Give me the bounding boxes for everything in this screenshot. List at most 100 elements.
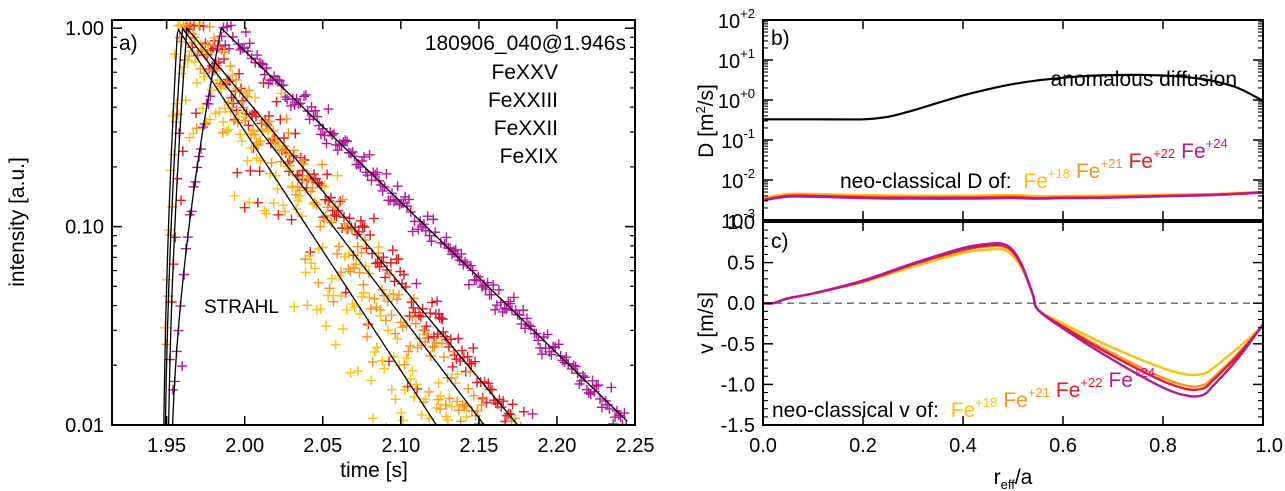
data-point-FeXXII — [476, 400, 487, 411]
panel-a-xlabel: time [s] — [340, 459, 408, 482]
data-point-FeXXV — [364, 149, 375, 160]
data-point-FeXIX — [341, 304, 352, 315]
data-point-FeXXV — [244, 38, 255, 49]
legend-entry-FeXXIII: FeXXIII — [488, 89, 558, 112]
data-point-FeXXIII — [413, 310, 424, 321]
data-point-FeXXIII — [468, 343, 479, 354]
data-point-FeXXV — [216, 31, 227, 42]
data-point-FeXXIII — [374, 261, 385, 272]
neo-v-curve-Fe+21 — [763, 244, 1263, 388]
data-point-FeXIX — [384, 288, 395, 299]
y-tick-label: 0.10 — [65, 217, 104, 239]
data-point-FeXXV — [355, 162, 366, 173]
data-point-FeXXV — [501, 304, 512, 315]
data-point-FeXXV — [426, 236, 437, 247]
data-point-FeXXIII — [470, 356, 481, 367]
series-FeXXII-points — [161, 20, 522, 438]
data-point-FeXXV — [488, 279, 499, 290]
neo-D-label-charge-Fe+21: +21 — [1101, 156, 1123, 171]
data-point-FeXIX — [244, 197, 255, 208]
data-point-FeXIX — [278, 200, 289, 211]
y-tick-label: -0.5 — [721, 334, 755, 356]
data-point-FeXIX — [420, 394, 431, 405]
data-point-FeXXII — [362, 331, 373, 342]
data-point-FeXIX — [220, 103, 231, 114]
data-point-FeXXII — [423, 386, 434, 397]
data-point-FeXXII — [452, 396, 463, 407]
data-point-FeXXIII — [273, 209, 284, 220]
legend-entry-FeXXV: FeXXV — [491, 61, 558, 84]
data-point-FeXIX — [225, 106, 236, 117]
data-point-FeXIX — [358, 287, 369, 298]
data-point-FeXXIII — [382, 264, 393, 275]
panel-c-neo-classical-label: neo-classical v of: Fe+18 Fe+21 Fe+22 Fe+24 — [772, 365, 1155, 422]
data-point-FeXXIII — [245, 165, 256, 176]
data-point-FeXXIII — [427, 297, 438, 308]
data-point-FeXIX — [364, 292, 375, 303]
data-point-FeXXII — [410, 318, 421, 329]
neo-D-label-ion-Fe+24: Fe — [1181, 140, 1206, 163]
data-point-FeXXV — [381, 168, 392, 179]
data-point-FeXXIII — [352, 229, 363, 240]
data-point-FeXXV — [490, 304, 501, 315]
data-point-FeXXII — [444, 393, 455, 404]
data-point-FeXXII — [395, 317, 406, 328]
data-point-FeXXII — [369, 293, 380, 304]
data-point-FeXXIII — [457, 345, 468, 356]
data-point-FeXXIII — [518, 406, 529, 417]
data-point-FeXXV — [613, 410, 624, 421]
neo-v-curve-Fe+24 — [763, 242, 1263, 398]
data-point-FeXXIII — [365, 230, 376, 241]
neo-v-label-charge-Fe+18: +18 — [975, 395, 997, 410]
data-point-FeXIX — [205, 114, 216, 125]
data-point-FeXXIII — [228, 98, 239, 109]
data-point-FeXXIII — [357, 221, 368, 232]
data-point-FeXXV — [252, 50, 263, 61]
data-point-FeXIX — [191, 77, 202, 88]
panel-a-fit-curves — [163, 26, 628, 425]
panel-c-ylabel: v [m/s] — [695, 292, 718, 354]
data-point-FeXIX — [293, 196, 304, 207]
data-point-FeXIX — [390, 394, 401, 405]
neo-v-label-ion-Fe+22: Fe — [1056, 379, 1081, 402]
data-point-FeXIX — [298, 173, 309, 184]
data-point-FeXXV — [299, 91, 310, 102]
x-tick-label: 2.05 — [303, 435, 342, 457]
y-tick-label: 10+1 — [718, 46, 755, 73]
data-point-FeXIX — [366, 375, 377, 386]
data-point-FeXXII — [307, 182, 318, 193]
data-point-FeXXII — [337, 194, 348, 205]
panel-c-velocity-chart: 1.00.50.0-0.5-1.0-1.50.0 0.2 0.4 0.6 0.8 1.0 … — [695, 212, 1283, 491]
data-point-FeXXII — [501, 428, 511, 438]
data-point-FeXXII — [320, 210, 331, 221]
panel-a-legend: FeXXV FeXXIII FeXXII FeXIX — [488, 61, 558, 168]
data-point-FeXXV — [388, 196, 399, 207]
panel-b-neo-classical-label: neo-classical D of: Fe+18 Fe+21 Fe+22 Fe+24 — [840, 136, 1228, 193]
data-point-FeXXII — [219, 47, 230, 58]
data-point-FeXXV — [604, 403, 615, 414]
panel-a-shot-label: 180906_040@1.946s — [425, 32, 626, 55]
data-point-FeXXIII — [254, 166, 265, 177]
data-point-FeXXV — [203, 98, 214, 109]
data-point-FeXXIII — [498, 396, 509, 407]
data-point-FeXIX — [306, 258, 317, 269]
data-point-FeXXII — [352, 241, 363, 252]
x-tick-label: 1.0 — [1255, 435, 1283, 457]
x-tick-label: 2.00 — [225, 435, 264, 457]
data-point-FeXXIII — [275, 114, 286, 125]
data-point-FeXXIII — [177, 146, 188, 157]
data-point-FeXXV — [480, 284, 491, 295]
data-point-FeXIX — [386, 384, 397, 395]
neo-D-label-charge-Fe+24: +24 — [1206, 136, 1228, 151]
data-point-FeXXV — [521, 313, 532, 324]
data-point-FeXIX — [452, 369, 463, 380]
data-point-FeXXV — [321, 138, 332, 149]
data-point-FeXIX — [302, 300, 313, 311]
data-point-FeXXV — [403, 194, 414, 205]
data-point-FeXXII — [217, 127, 228, 138]
data-point-FeXXIII — [250, 111, 261, 122]
data-point-FeXIX — [377, 355, 388, 366]
data-point-FeXXII — [405, 341, 416, 352]
data-point-FeXIX — [407, 365, 418, 376]
y-tick-label: 0.0 — [727, 293, 755, 315]
